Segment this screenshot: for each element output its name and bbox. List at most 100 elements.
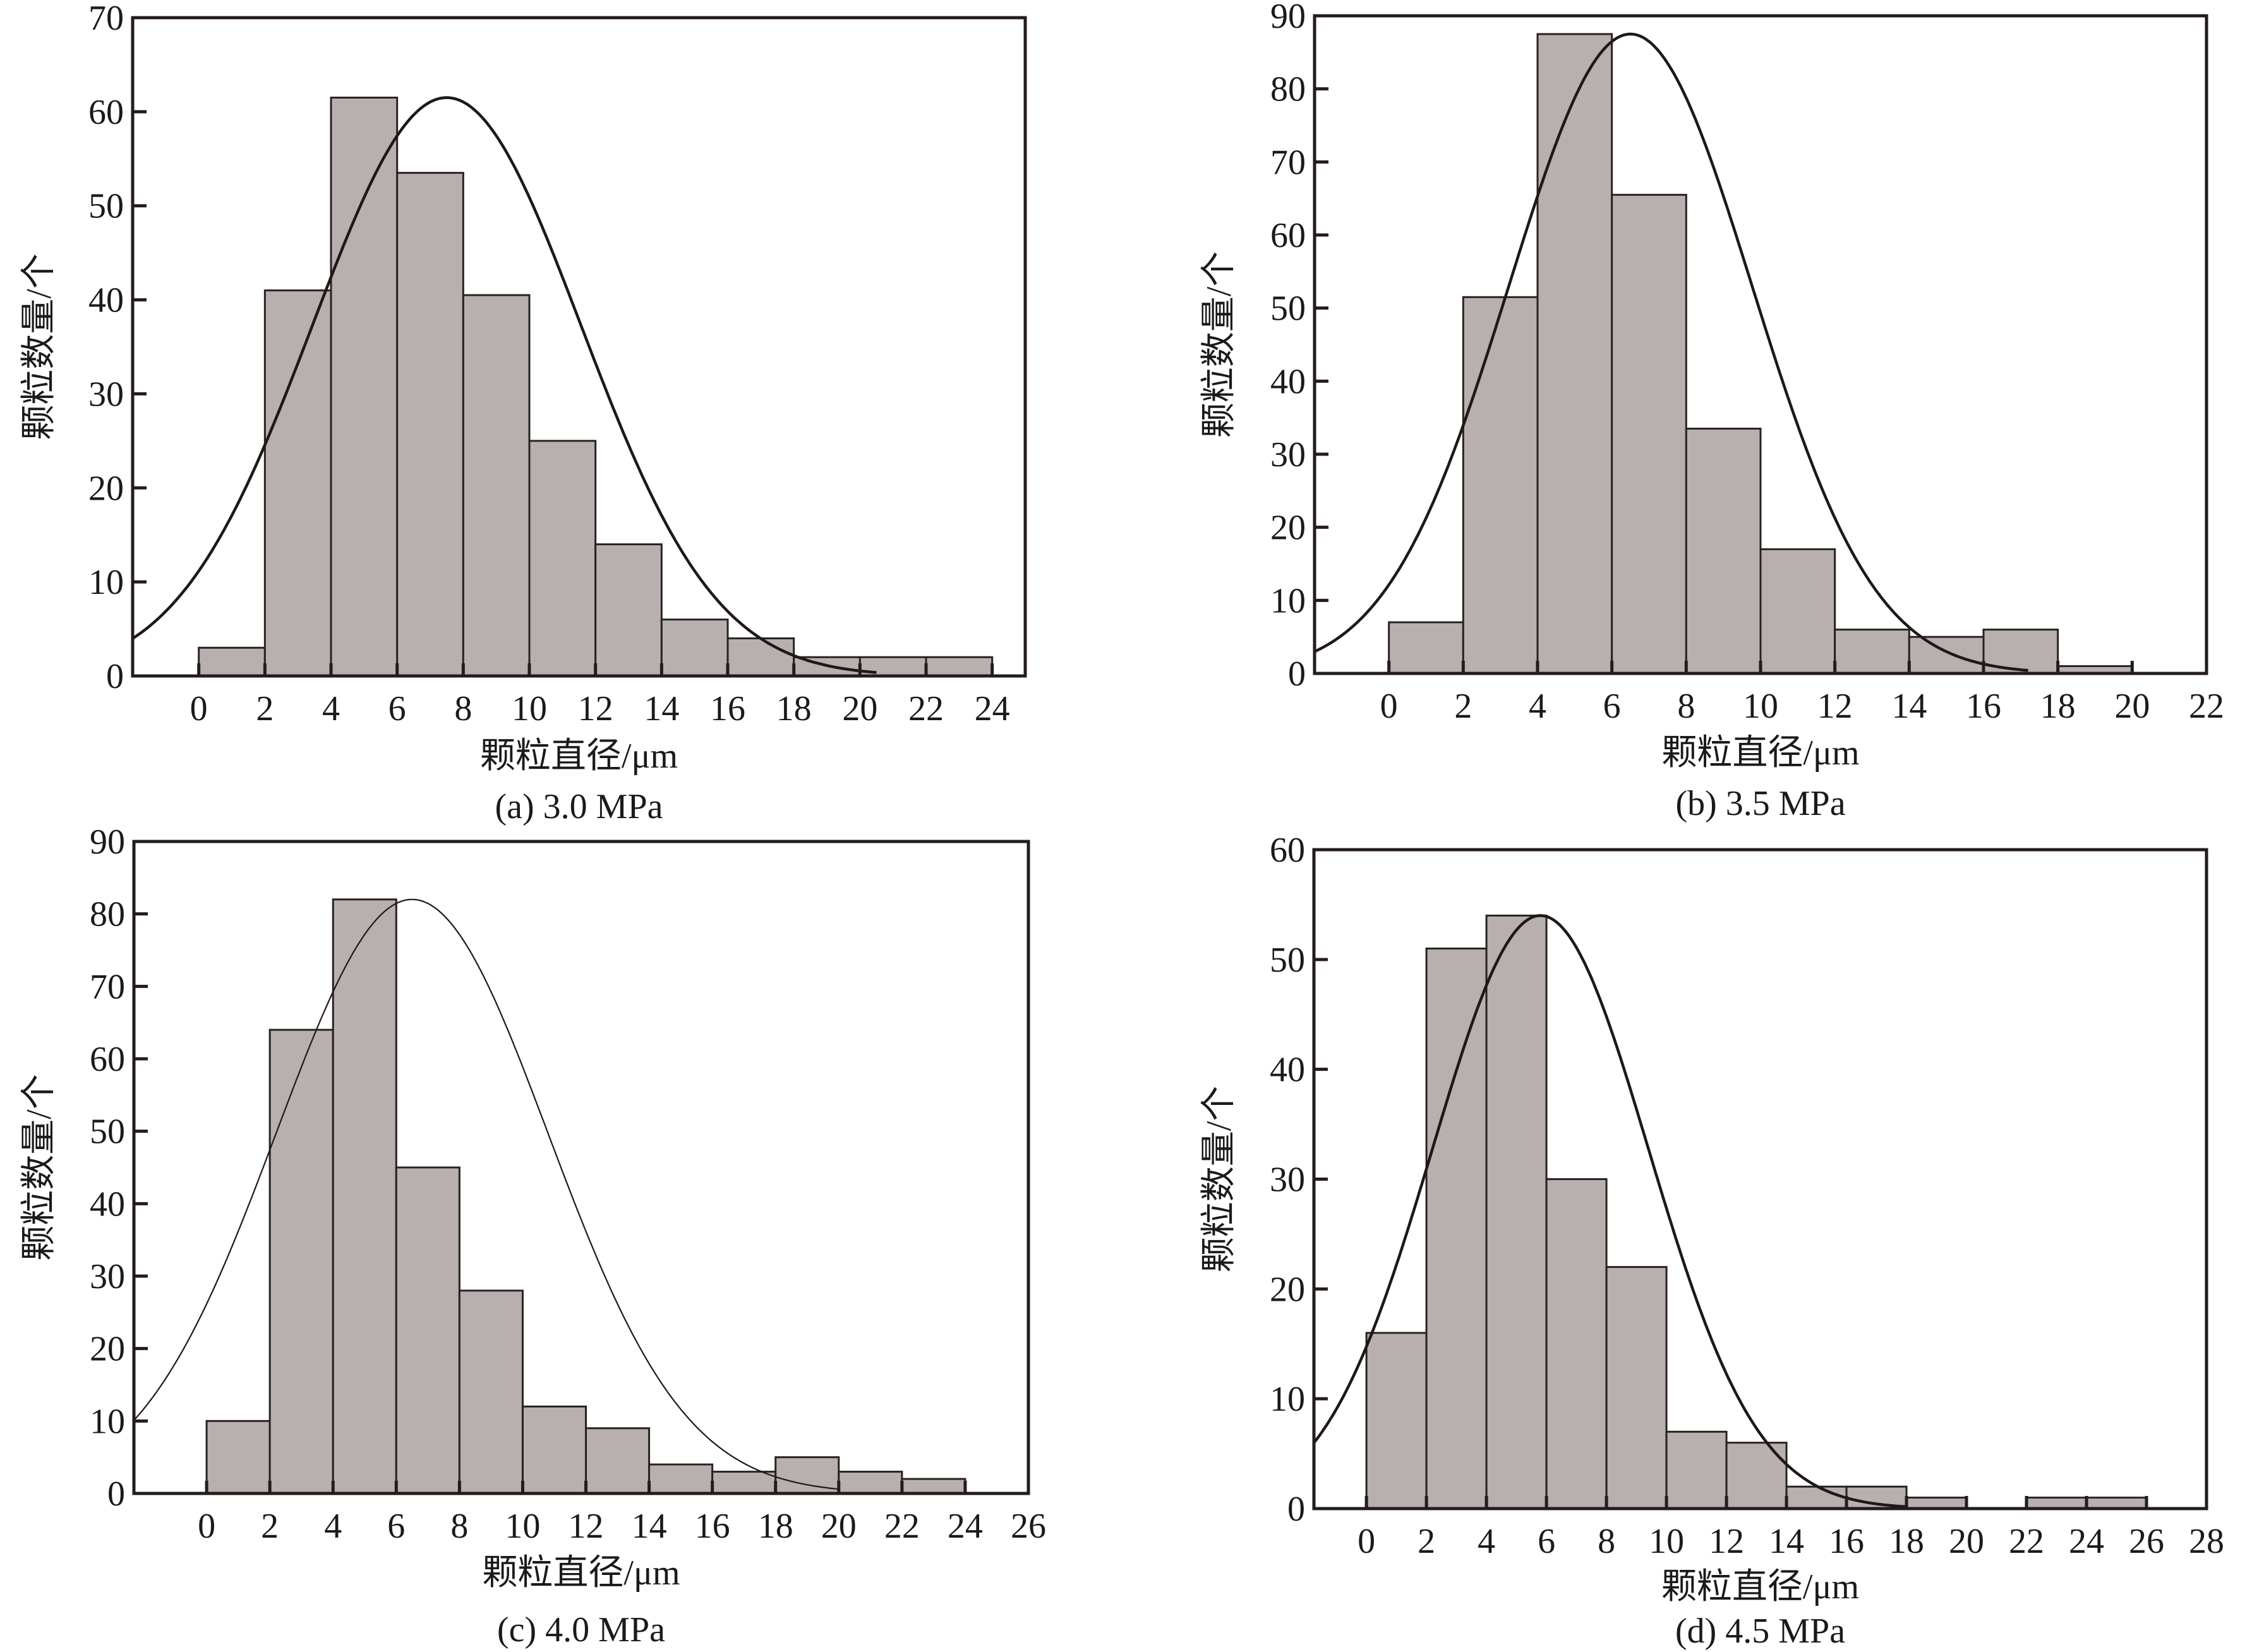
x-tick-label: 2 bbox=[1454, 687, 1472, 726]
histogram-bar bbox=[660, 618, 729, 677]
x-tick-label: 0 bbox=[190, 689, 208, 728]
y-tick-label: 50 bbox=[1270, 289, 1306, 329]
y-tick-label: 20 bbox=[88, 469, 124, 508]
histogram-bar bbox=[332, 898, 397, 1495]
y-axis-label: 颗粒数量/个 bbox=[1200, 1086, 1239, 1273]
y-tick-label: 30 bbox=[1270, 1161, 1305, 1200]
histogram-bar bbox=[205, 1420, 271, 1495]
y-tick-label: 80 bbox=[1270, 70, 1306, 109]
y-tick-label: 10 bbox=[88, 563, 124, 602]
x-tick-label: 16 bbox=[1966, 687, 2001, 726]
y-tick-label: 0 bbox=[106, 657, 124, 696]
histogram-bar bbox=[1485, 914, 1548, 1510]
y-tick-label: 10 bbox=[90, 1402, 125, 1441]
y-tick-label: 70 bbox=[90, 967, 125, 1006]
x-axis-label: 颗粒直径/μm bbox=[1661, 1567, 1859, 1607]
histogram-bar bbox=[648, 1463, 714, 1495]
histogram-bar bbox=[2085, 1497, 2148, 1510]
histogram-bar bbox=[1725, 1442, 1788, 1510]
x-tick-label: 24 bbox=[948, 1507, 983, 1546]
panel-caption: (a) 3.0 MPa bbox=[495, 787, 663, 826]
y-tick-label: 0 bbox=[1288, 654, 1306, 694]
panel-caption: (d) 4.5 MPa bbox=[1675, 1612, 1845, 1651]
x-tick-label: 10 bbox=[1649, 1522, 1684, 1561]
x-tick-label: 0 bbox=[1380, 687, 1398, 726]
histogram-bar bbox=[1905, 1497, 1968, 1510]
plot-frame bbox=[131, 16, 1027, 678]
y-tick-label: 70 bbox=[88, 0, 124, 38]
histogram-bar bbox=[838, 1471, 903, 1495]
y-axis-label: 颗粒数量/个 bbox=[20, 253, 59, 440]
x-tick-label: 26 bbox=[1011, 1507, 1046, 1546]
histogram-bar bbox=[458, 1289, 524, 1495]
histogram-bar bbox=[1545, 1178, 1608, 1510]
histogram-bar bbox=[726, 637, 795, 677]
x-tick-label: 0 bbox=[1358, 1522, 1375, 1561]
x-tick-label: 2 bbox=[261, 1507, 279, 1546]
x-tick-label: 20 bbox=[821, 1507, 857, 1546]
y-tick-label: 50 bbox=[88, 187, 124, 226]
x-tick-label: 12 bbox=[1709, 1522, 1744, 1561]
x-tick-label: 8 bbox=[1598, 1522, 1615, 1561]
y-tick-label: 30 bbox=[90, 1257, 125, 1296]
y-axis-label: 颗粒数量/个 bbox=[1200, 251, 1239, 438]
histogram-bar bbox=[585, 1427, 651, 1495]
histogram-bar bbox=[1834, 629, 1910, 675]
y-tick-label: 90 bbox=[1270, 0, 1306, 36]
histogram-bar bbox=[1605, 1266, 1668, 1510]
x-tick-label: 22 bbox=[908, 689, 944, 728]
histogram-bar bbox=[1685, 428, 1762, 675]
y-tick-label: 60 bbox=[1270, 831, 1305, 870]
histogram-bar bbox=[395, 1166, 461, 1495]
histogram-bar bbox=[1388, 621, 1464, 675]
x-tick-label: 16 bbox=[695, 1507, 730, 1546]
histogram-bar bbox=[263, 289, 332, 677]
normal-fit-curve bbox=[1314, 32, 2028, 672]
histogram-bar bbox=[330, 97, 399, 677]
normal-fit-curve bbox=[133, 898, 839, 1490]
histogram-bar bbox=[1462, 296, 1539, 675]
x-tick-label: 6 bbox=[388, 689, 406, 728]
y-tick-label: 40 bbox=[88, 281, 124, 320]
panel-b: 0 10 20 30 40 50 60 70 80 90 0 2 4 6 8 10 12 14 16 18 20 22 颗粒… bbox=[1200, 0, 2224, 823]
histogram-bar bbox=[521, 1405, 587, 1495]
x-tick-label: 10 bbox=[1743, 687, 1778, 726]
x-tick-label: 14 bbox=[1891, 687, 1927, 726]
x-tick-label: 22 bbox=[2189, 687, 2224, 726]
normal-fit-curve bbox=[1313, 914, 1907, 1509]
x-axis-label: 颗粒直径/μm bbox=[480, 737, 678, 776]
x-tick-label: 2 bbox=[256, 689, 274, 728]
y-tick-label: 0 bbox=[107, 1474, 125, 1514]
x-tick-label: 14 bbox=[632, 1507, 667, 1546]
y-tick-label: 10 bbox=[1270, 581, 1306, 620]
y-tick-label: 60 bbox=[88, 93, 124, 132]
x-tick-label: 0 bbox=[198, 1507, 215, 1546]
histogram-bar bbox=[925, 656, 994, 677]
y-axis-label: 颗粒数量/个 bbox=[20, 1074, 59, 1261]
x-tick-label: 20 bbox=[842, 689, 877, 728]
x-tick-label: 8 bbox=[450, 1507, 468, 1546]
y-tick-label: 40 bbox=[90, 1185, 125, 1224]
x-axis-label: 颗粒直径/μm bbox=[482, 1553, 680, 1593]
x-tick-label: 4 bbox=[322, 689, 340, 728]
histogram-bar bbox=[594, 543, 663, 677]
histogram-bar bbox=[1536, 33, 1613, 675]
x-tick-label: 6 bbox=[1538, 1522, 1555, 1561]
y-tick-label: 20 bbox=[1270, 509, 1306, 548]
x-tick-label: 24 bbox=[975, 689, 1010, 728]
x-tick-label: 18 bbox=[776, 689, 812, 728]
y-tick-label: 20 bbox=[90, 1330, 125, 1369]
x-tick-label: 8 bbox=[1677, 687, 1695, 726]
x-tick-label: 12 bbox=[569, 1507, 604, 1546]
y-tick-label: 50 bbox=[1270, 941, 1305, 980]
histogram-bar bbox=[462, 294, 531, 677]
x-tick-label: 28 bbox=[2189, 1522, 2224, 1561]
x-tick-label: 12 bbox=[1817, 687, 1853, 726]
histogram-bar bbox=[1611, 193, 1687, 675]
y-tick-label: 50 bbox=[90, 1112, 125, 1152]
histogram-bar bbox=[1425, 947, 1488, 1510]
x-tick-label: 14 bbox=[1769, 1522, 1804, 1561]
